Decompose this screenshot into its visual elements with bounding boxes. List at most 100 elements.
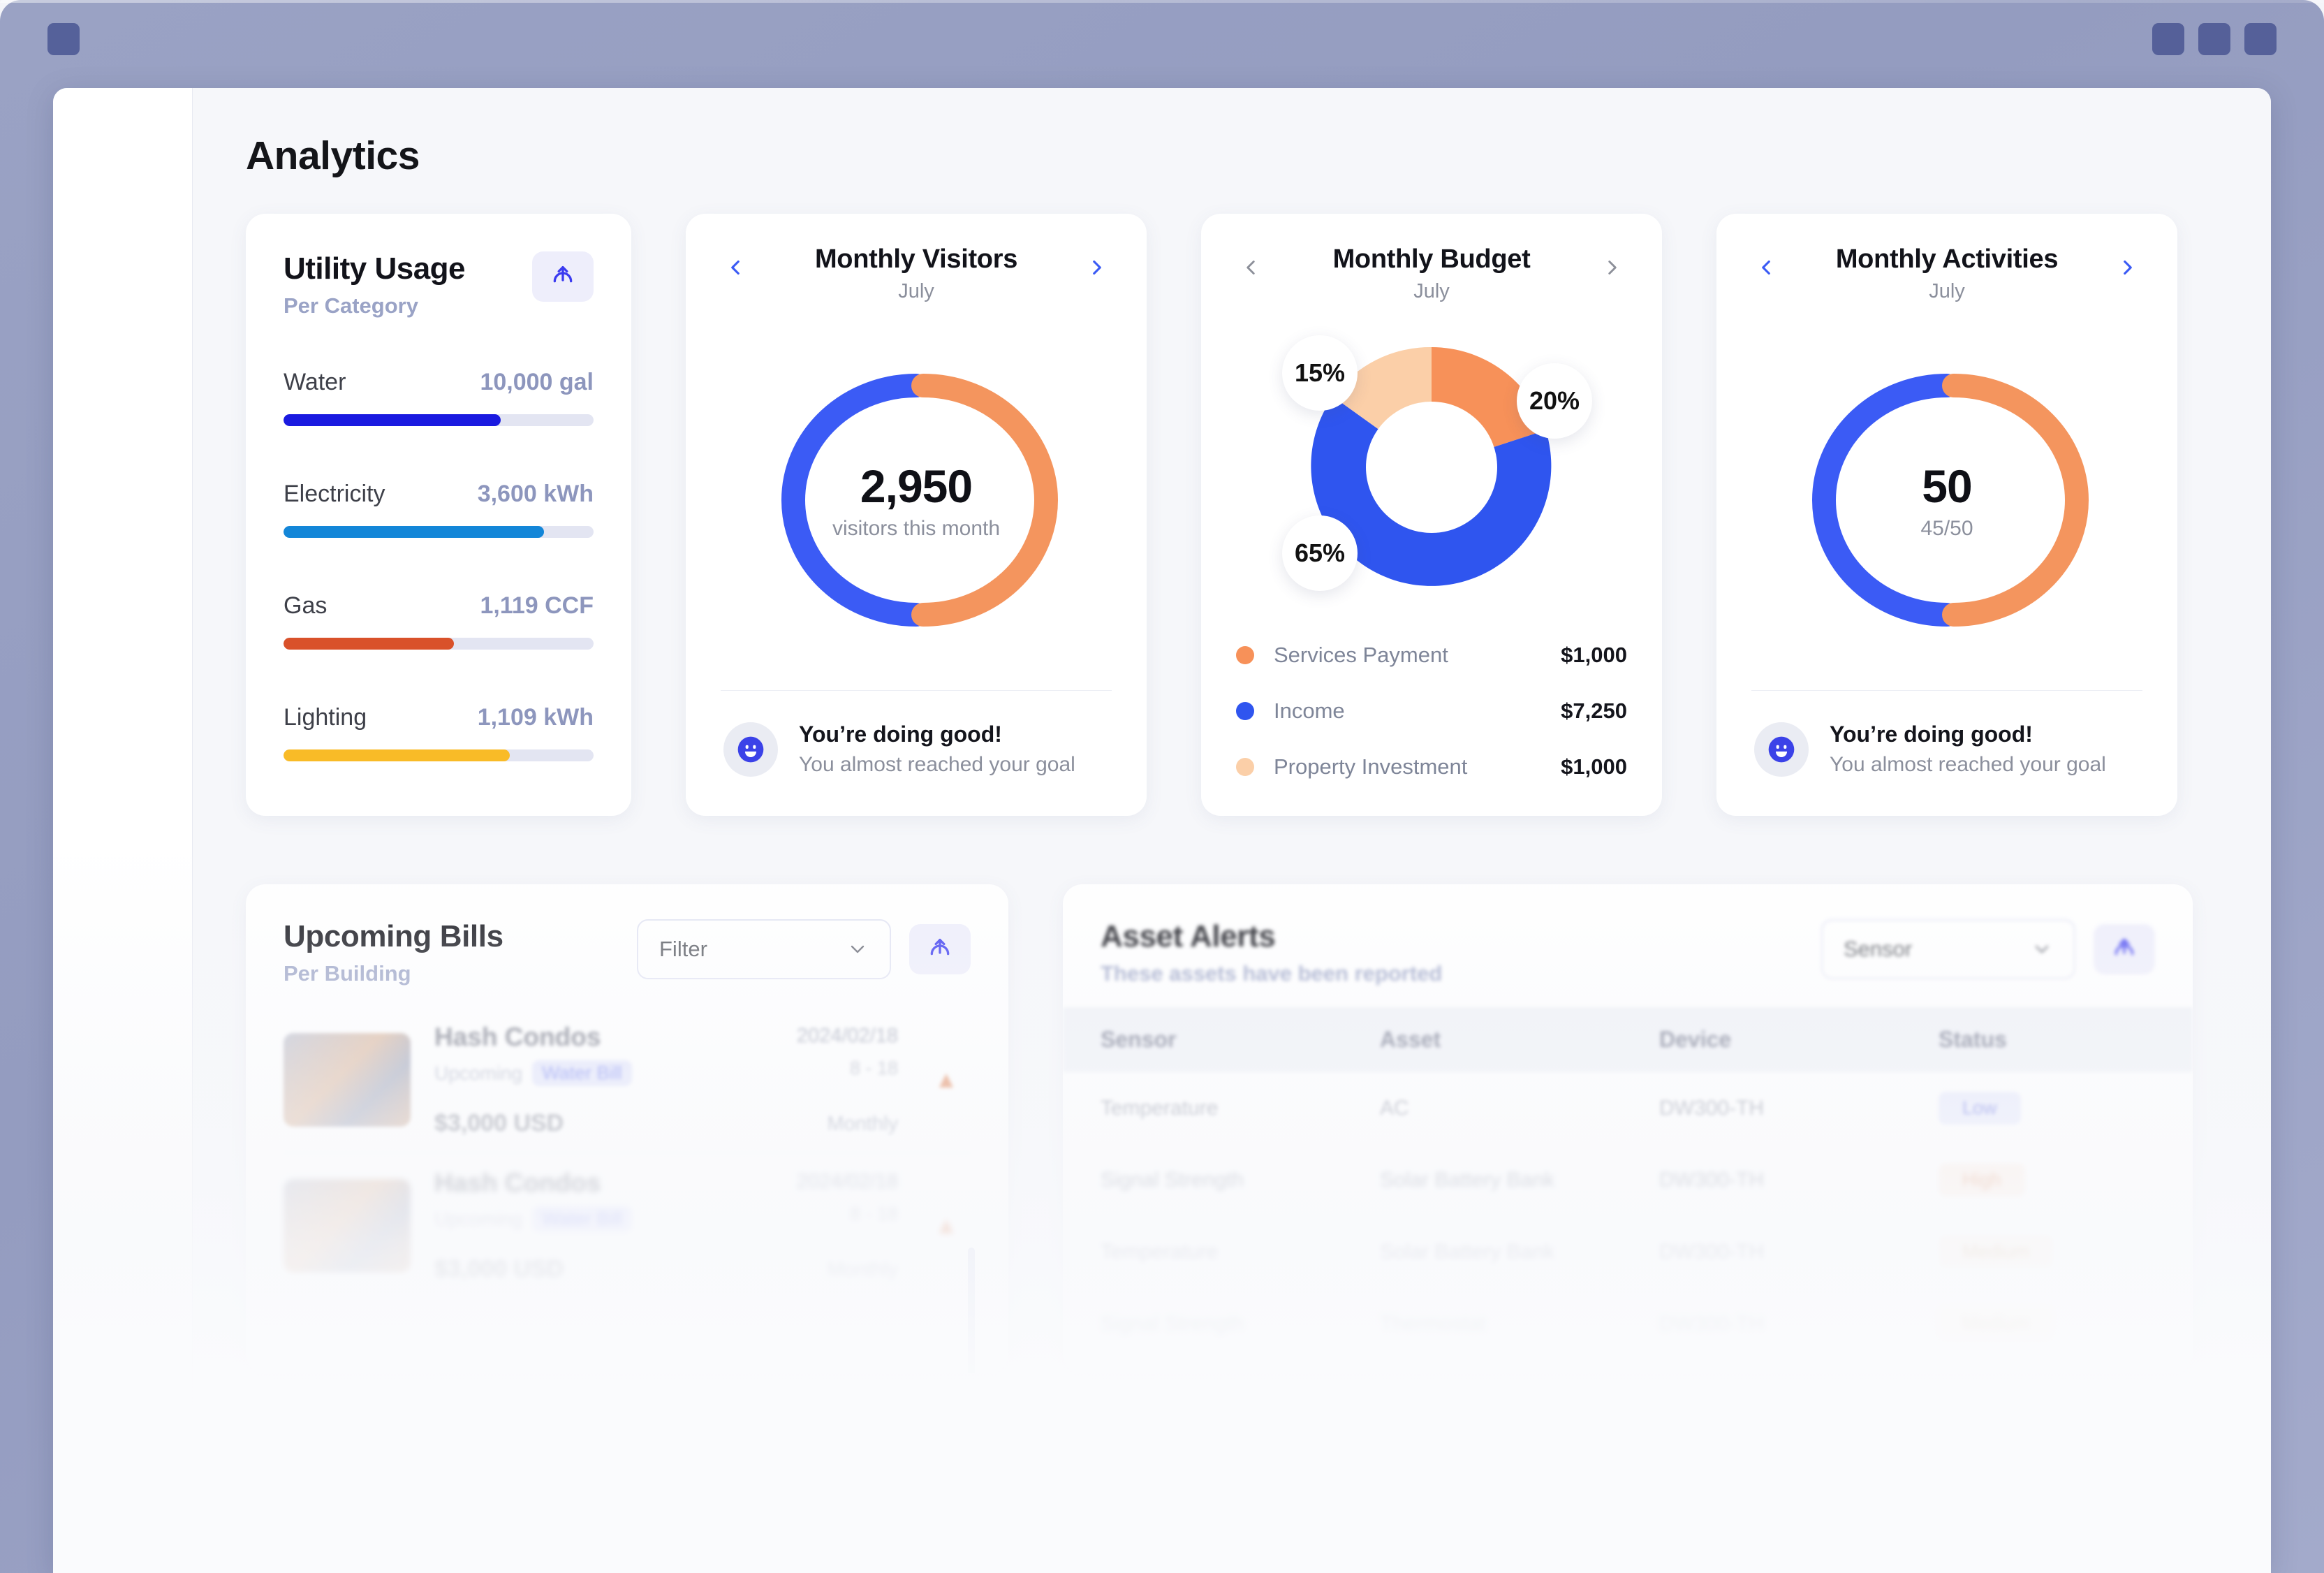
divider — [1751, 690, 2142, 691]
legend-value: $1,000 — [1561, 643, 1627, 667]
bill-status: Upcoming — [434, 1208, 523, 1230]
cell-sensor: Temperature — [1101, 1096, 1219, 1120]
chevron-down-icon — [2035, 945, 2049, 953]
bill-name: Hash Condos — [434, 1169, 601, 1197]
bill-type-badge: Water Bill — [532, 1060, 632, 1086]
legend-color-dot — [1236, 702, 1254, 720]
lower-cards-row: Upcoming Bills Per Building Filter — [246, 884, 2226, 1373]
bill-thumbnail — [284, 1179, 411, 1273]
bill-list-item[interactable]: Hash Condos Upcoming Water Bill $3,000 U… — [246, 1007, 1008, 1153]
window-close-button[interactable] — [2244, 23, 2277, 55]
window-minimize-button[interactable] — [2152, 23, 2184, 55]
legend-label: Income — [1274, 698, 1345, 723]
chevron-left-icon — [1246, 261, 1255, 275]
legend-label: Property Investment — [1274, 754, 1468, 779]
cell-device: DW300-TH — [1659, 1168, 1765, 1192]
monthly-budget-header: Monthly Budget July — [1232, 244, 1631, 310]
bill-amount: $3,000 USD — [434, 1256, 564, 1282]
alert-icon: ▲ — [934, 1212, 958, 1239]
bills-export-button[interactable] — [909, 924, 971, 974]
utility-usage-list: Water 10,000 gal Electricity 3,600 kWh — [284, 369, 594, 761]
status-badge: Medium — [1939, 1308, 2054, 1340]
asset-alerts-header: Asset Alerts These assets have been repo… — [1063, 884, 2193, 1007]
legend-value: $1,000 — [1561, 754, 1627, 779]
utility-item-label: Water — [284, 369, 346, 395]
utility-usage-title: Utility Usage — [284, 251, 466, 286]
bill-frequency: Monthly — [827, 1258, 898, 1281]
sidebar — [53, 88, 193, 1573]
monthly-budget-prev-button[interactable] — [1232, 249, 1270, 286]
cell-sensor: Temperature — [1101, 1240, 1219, 1264]
analytics-cards-row: Utility Usage Per Category Water — [246, 214, 2226, 816]
utility-item-progress-fill — [284, 638, 455, 650]
monthly-visitors-card: Monthly Visitors July 2,950 visitors thi… — [686, 214, 1147, 816]
monthly-visitors-footer-title: You’re doing good! — [799, 722, 1002, 747]
table-column-header: Asset — [1380, 1027, 1441, 1052]
cell-device: DW300-TH — [1659, 1096, 1765, 1120]
asset-alerts-table: Sensor Asset Device Status Temperature A… — [1063, 1007, 2193, 1360]
table-row[interactable]: Signal Strength Thermostat DW300-TH Medi… — [1063, 1288, 2193, 1360]
monthly-activities-card: Monthly Activities July 50 45/50 — [1716, 214, 2177, 816]
legend-color-dot — [1236, 646, 1254, 664]
monthly-visitors-next-button[interactable] — [1078, 249, 1116, 286]
alerts-export-button[interactable] — [2094, 924, 2155, 974]
utility-usage-export-button[interactable] — [532, 251, 594, 302]
utility-usage-item: Electricity 3,600 kWh — [284, 481, 594, 538]
monthly-visitors-month: July — [898, 280, 934, 302]
monthly-activities-footer-subtitle: You almost reached your goal — [1830, 753, 2106, 776]
budget-percent-bubble: 65% — [1282, 515, 1358, 591]
bill-list-item[interactable]: Hash Condos Upcoming Water Bill $3,000 U… — [246, 1153, 1008, 1298]
table-row[interactable]: Temperature AC DW300-TH Low — [1063, 1072, 2193, 1144]
app-window: Analytics Utility Usage Per Category — [53, 88, 2271, 1573]
table-column-header: Device — [1659, 1027, 1732, 1052]
legend-value: $7,250 — [1561, 698, 1627, 723]
chevron-right-icon — [1093, 260, 1101, 275]
smiley-face-icon — [723, 722, 778, 777]
cell-asset: Thermostat — [1380, 1312, 1486, 1336]
table-column-header: Status — [1939, 1027, 2007, 1052]
bill-name: Hash Condos — [434, 1023, 601, 1051]
monthly-activities-next-button[interactable] — [2109, 249, 2147, 286]
window-maximize-button[interactable] — [2198, 23, 2230, 55]
monthly-visitors-prev-button[interactable] — [716, 249, 754, 286]
monthly-visitors-value: 2,950 — [860, 460, 973, 512]
table-row[interactable]: Temperature Solar Battery Bank DW300-TH … — [1063, 1216, 2193, 1288]
asset-alerts-card: Asset Alerts These assets have been repo… — [1063, 884, 2193, 1373]
chevron-right-icon — [1608, 261, 1617, 275]
utility-item-label: Electricity — [284, 481, 385, 507]
bill-status: Upcoming — [434, 1062, 523, 1084]
legend-label: Services Payment — [1274, 643, 1448, 667]
utility-usage-item: Gas 1,119 CCF — [284, 592, 594, 650]
upcoming-bills-header: Upcoming Bills Per Building Filter — [246, 884, 1008, 1007]
monthly-activities-header: Monthly Activities July — [1747, 244, 2147, 310]
utility-usage-card: Utility Usage Per Category Water — [246, 214, 631, 816]
monthly-budget-next-button[interactable] — [1594, 249, 1631, 286]
monthly-activities-footer: You’re doing good! You almost reached yo… — [1747, 722, 2147, 786]
alerts-filter-select[interactable]: Sensor — [1821, 919, 2075, 979]
table-row[interactable]: Signal Strength Solar Battery Bank DW300… — [1063, 1144, 2193, 1216]
window-menu-button[interactable] — [47, 23, 80, 55]
utility-usage-item: Lighting 1,109 kWh — [284, 704, 594, 761]
utility-item-progress-track — [284, 526, 594, 538]
monthly-visitors-footer-subtitle: You almost reached your goal — [799, 753, 1075, 776]
monthly-visitors-value-label: visitors this month — [832, 517, 1001, 540]
cell-device: DW300-TH — [1659, 1312, 1765, 1336]
bills-scrollbar[interactable] — [968, 1248, 975, 1373]
bill-thumbnail — [284, 1033, 411, 1127]
cell-asset: Solar Battery Bank — [1380, 1168, 1555, 1192]
bills-filter-value: Filter — [659, 937, 707, 961]
bills-filter-select[interactable]: Filter — [637, 919, 891, 979]
utility-usage-subtitle: Per Category — [284, 293, 418, 318]
utility-item-value: 10,000 gal — [480, 369, 594, 395]
visitors-progress-ring — [781, 374, 1058, 627]
monthly-activities-footer-title: You’re doing good! — [1830, 722, 2033, 747]
cell-asset: AC — [1380, 1096, 1409, 1120]
table-header-row: Sensor Asset Device Status — [1063, 1007, 2193, 1072]
utility-item-label: Lighting — [284, 704, 367, 731]
monthly-activities-prev-button[interactable] — [1747, 249, 1785, 286]
utility-usage-item: Water 10,000 gal — [284, 369, 594, 426]
monthly-activities-month: July — [1929, 280, 1965, 302]
monthly-activities-value-label: 45/50 — [1920, 517, 1973, 540]
budget-percent-bubble: 15% — [1282, 335, 1358, 411]
page-title: Analytics — [246, 133, 420, 178]
